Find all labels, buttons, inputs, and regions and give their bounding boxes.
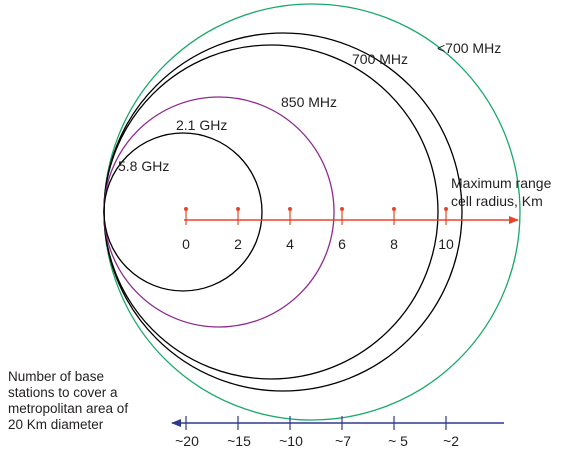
coverage-circle-lt700mhz [103,3,521,421]
coverage-circles [103,3,521,421]
range-tick-dot [340,207,344,211]
range-tick-label: 6 [338,236,346,252]
station-axis-label: Number of base stations to cover a metro… [8,369,132,432]
station-axis-label-line: 20 Km diameter [8,417,104,432]
band-label-850mhz: 850 MHz [281,94,337,110]
range-tick-label: 4 [286,236,294,252]
station-tick-label: ~7 [335,433,351,449]
range-axis-ticks [185,209,447,225]
range-tick-dot [444,207,448,211]
station-tick-label: ~20 [175,433,199,449]
range-axis-label-line: cell radius, Km [451,193,543,209]
range-tick-label: 0 [182,236,190,252]
station-axis: ~20 ~15 ~10 ~7 ~ 5 ~2 [171,416,504,449]
range-tick-dot [288,207,292,211]
range-tick-dot [392,207,396,211]
station-tick-label: ~2 [443,433,459,449]
station-axis-label-line: stations to cover a [8,385,118,400]
coverage-circle-700mhz [103,32,463,392]
band-label-700mhz: 700 MHz [352,51,408,67]
range-tick-dot [236,207,240,211]
range-tick-label: 2 [234,236,242,252]
station-axis-label-line: metropolitan area of [8,401,128,416]
coverage-circle-850mhz-outer [103,44,439,380]
station-tick-label: ~ 5 [388,433,408,449]
coverage-circle-5-8ghz [103,132,263,292]
range-axis: 0 2 4 6 8 10 [182,207,519,252]
range-axis-label-line: Maximum range [451,175,552,191]
range-tick-label: 8 [390,236,398,252]
range-tick-label: 10 [438,236,454,252]
range-tick-dot [184,207,188,211]
range-axis-dots [184,207,448,211]
band-label-lt700mhz: <700 MHz [437,40,501,56]
station-tick-label: ~10 [279,433,303,449]
band-label-2-1ghz: 2.1 GHz [176,117,227,133]
station-axis-label-line: Number of base [8,369,104,384]
range-axis-label: Maximum range cell radius, Km [451,175,555,209]
band-label-5-8ghz: 5.8 GHz [118,158,169,174]
station-tick-label: ~15 [227,433,251,449]
